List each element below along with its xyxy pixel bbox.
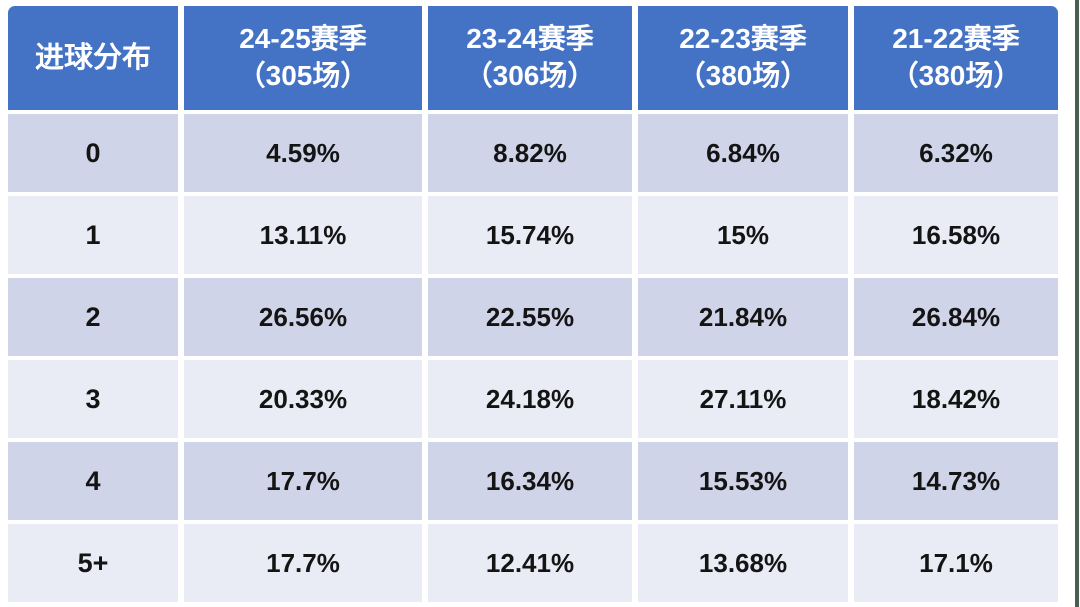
- goal-distribution-table-container: 进球分布 24-25赛季 （305场） 23-24赛季 （306场） 22-23…: [2, 2, 1064, 606]
- season-name: 21-22赛季: [892, 23, 1020, 55]
- value-cell: 17.1%: [854, 524, 1058, 602]
- header-cell-season-23-24: 23-24赛季 （306场）: [428, 6, 632, 110]
- season-name: 23-24赛季: [466, 23, 594, 55]
- table-row-goals-5plus: 5+ 17.7% 12.41% 13.68% 17.1%: [8, 524, 1058, 602]
- row-label: 4: [8, 442, 178, 520]
- header-cell-season-24-25: 24-25赛季 （305场）: [184, 6, 422, 110]
- value-cell: 6.84%: [638, 114, 848, 192]
- season-games: （380场）: [677, 60, 809, 91]
- value-cell: 15%: [638, 196, 848, 274]
- season-name: 22-23赛季: [679, 23, 807, 55]
- value-cell: 18.42%: [854, 360, 1058, 438]
- header-row: 进球分布 24-25赛季 （305场） 23-24赛季 （306场） 22-23…: [8, 6, 1058, 110]
- header-cell-season-21-22: 21-22赛季 （380场）: [854, 6, 1058, 110]
- value-cell: 16.58%: [854, 196, 1058, 274]
- value-cell: 17.7%: [184, 442, 422, 520]
- season-games: （306场）: [464, 60, 596, 91]
- table-row-goals-1: 1 13.11% 15.74% 15% 16.58%: [8, 196, 1058, 274]
- value-cell: 24.18%: [428, 360, 632, 438]
- value-cell: 22.55%: [428, 278, 632, 356]
- value-cell: 14.73%: [854, 442, 1058, 520]
- season-name: 24-25赛季: [239, 23, 367, 55]
- table-row-goals-4: 4 17.7% 16.34% 15.53% 14.73%: [8, 442, 1058, 520]
- value-cell: 4.59%: [184, 114, 422, 192]
- header-cell-season-22-23: 22-23赛季 （380场）: [638, 6, 848, 110]
- value-cell: 8.82%: [428, 114, 632, 192]
- table-row-goals-3: 3 20.33% 24.18% 27.11% 18.42%: [8, 360, 1058, 438]
- value-cell: 16.34%: [428, 442, 632, 520]
- value-cell: 26.56%: [184, 278, 422, 356]
- season-games: （380场）: [890, 60, 1022, 91]
- row-label: 2: [8, 278, 178, 356]
- value-cell: 26.84%: [854, 278, 1058, 356]
- table-row-goals-0: 0 4.59% 8.82% 6.84% 6.32%: [8, 114, 1058, 192]
- value-cell: 6.32%: [854, 114, 1058, 192]
- value-cell: 15.53%: [638, 442, 848, 520]
- row-label: 1: [8, 196, 178, 274]
- table-row-goals-2: 2 26.56% 22.55% 21.84% 26.84%: [8, 278, 1058, 356]
- value-cell: 21.84%: [638, 278, 848, 356]
- header-cell-goal-distribution: 进球分布: [8, 6, 178, 110]
- value-cell: 12.41%: [428, 524, 632, 602]
- value-cell: 17.7%: [184, 524, 422, 602]
- value-cell: 15.74%: [428, 196, 632, 274]
- goal-distribution-table: 进球分布 24-25赛季 （305场） 23-24赛季 （306场） 22-23…: [2, 2, 1064, 606]
- row-label: 3: [8, 360, 178, 438]
- value-cell: 20.33%: [184, 360, 422, 438]
- season-games: （305场）: [237, 60, 369, 91]
- value-cell: 13.11%: [184, 196, 422, 274]
- row-label: 0: [8, 114, 178, 192]
- row-label: 5+: [8, 524, 178, 602]
- image-right-edge-strip: [1075, 0, 1079, 607]
- value-cell: 13.68%: [638, 524, 848, 602]
- value-cell: 27.11%: [638, 360, 848, 438]
